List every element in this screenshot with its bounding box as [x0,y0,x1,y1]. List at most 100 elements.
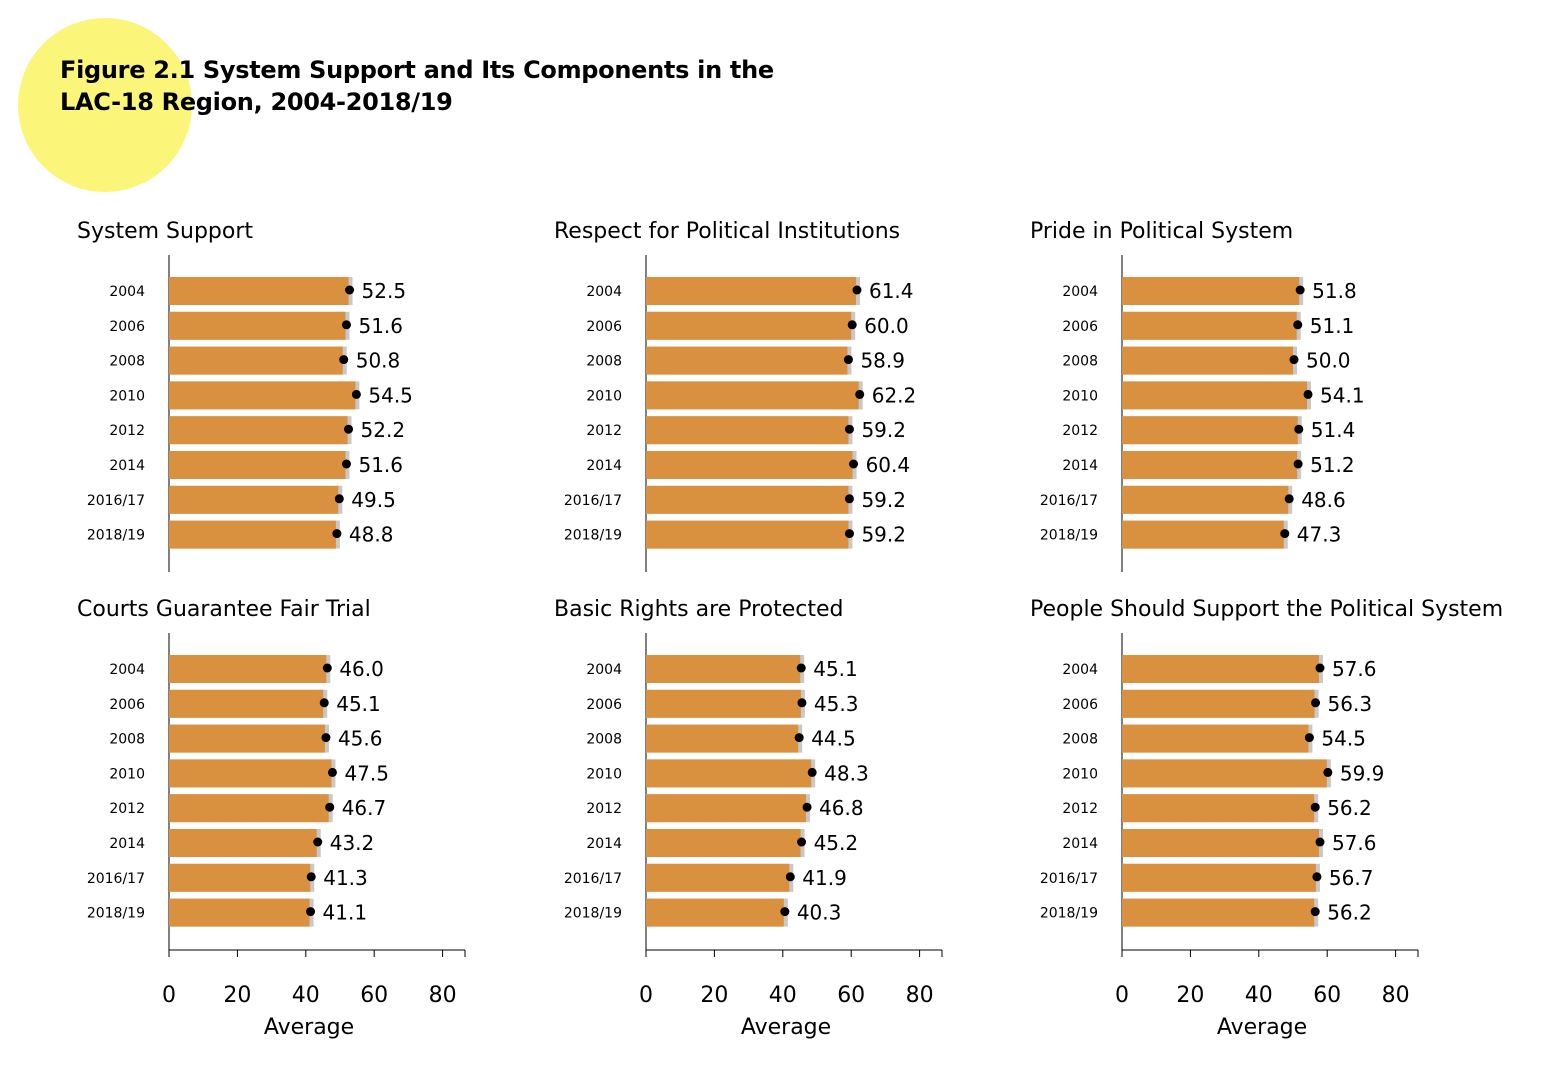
bar [169,381,356,410]
category-label: 2006 [109,697,145,713]
bar [169,451,346,479]
point-estimate-dot [1310,802,1320,812]
category-label: 2012 [109,423,145,439]
data-label: 59.9 [1340,761,1385,785]
category-label: 2008 [586,354,622,370]
point-estimate-dot [341,320,351,330]
point-estimate-dot [797,837,807,847]
category-label: 2004 [1062,284,1098,300]
point-estimate-dot [1311,698,1321,708]
category-label: 2012 [586,423,622,439]
category-label: 2018/19 [87,906,145,922]
point-estimate-dot [319,698,329,708]
point-estimate-dot [1293,459,1303,469]
bar [646,381,859,410]
bar [1122,311,1297,340]
bar [169,485,339,514]
chart-title: Courts Guarantee Fair Trial [77,597,371,622]
category-label: 2010 [586,766,622,782]
x-tick-label: 40 [1245,983,1273,1008]
data-label: 56.2 [1327,901,1372,925]
point-estimate-dot [325,802,335,812]
point-estimate-dot [785,872,795,882]
category-label: 2018/19 [87,528,145,544]
data-label: 48.8 [349,523,394,547]
point-estimate-dot [344,424,354,434]
bar [169,863,311,892]
bar [1122,520,1284,549]
data-label: 51.6 [358,453,403,477]
bar [169,759,332,788]
data-label: 56.2 [1327,796,1372,820]
category-label: 2004 [1062,662,1098,678]
bar [646,311,852,340]
point-estimate-dot [796,663,806,673]
bar [1122,485,1289,514]
chart-panel-5: Basic Rights are Protected 2004 45.1 2006 45… [554,597,943,1040]
point-estimate-dot [807,767,817,777]
bar [169,898,310,927]
data-label: 54.5 [368,383,413,407]
data-label: 57.6 [1332,831,1377,855]
data-label: 45.1 [813,657,858,681]
data-label: 47.5 [344,761,389,785]
bar [1122,759,1327,788]
bar [646,829,801,857]
bar [169,346,343,375]
bar [169,311,346,340]
data-label: 41.1 [323,901,368,925]
data-label: 59.2 [861,488,906,512]
point-estimate-dot [1304,733,1314,743]
chart-title: Pride in Political System [1030,219,1293,244]
x-tick-label: 40 [769,983,797,1008]
data-label: 43.2 [330,831,375,855]
x-tick-label: 60 [360,983,388,1008]
category-label: 2004 [109,662,145,678]
data-label: 45.2 [814,831,859,855]
chart-title: Basic Rights are Protected [554,597,843,622]
bar [646,724,799,753]
category-label: 2016/17 [87,493,145,509]
point-estimate-dot [339,355,349,365]
data-label: 60.0 [864,314,909,338]
point-estimate-dot [321,733,331,743]
point-estimate-dot [332,529,342,539]
bar [169,277,349,305]
category-label: 2014 [586,836,622,852]
data-label: 46.7 [342,796,387,820]
data-label: 62.2 [872,383,917,407]
point-estimate-dot [849,459,859,469]
bar [646,451,853,479]
bar [169,724,325,753]
category-label: 2016/17 [1040,493,1098,509]
point-estimate-dot [1295,285,1305,295]
data-label: 51.2 [1310,453,1355,477]
category-label: 2012 [109,801,145,817]
data-label: 50.0 [1306,349,1351,373]
point-estimate-dot [1310,907,1320,917]
point-estimate-dot [843,355,853,365]
x-tick-label: 0 [162,983,176,1008]
figure-title: Figure 2.1 System Support and Its Compon… [60,54,960,118]
category-label: 2016/17 [1040,871,1098,887]
point-estimate-dot [306,907,316,917]
category-label: 2014 [109,836,145,852]
data-label: 46.0 [339,657,384,681]
category-label: 2014 [1062,836,1098,852]
category-label: 2004 [109,284,145,300]
point-estimate-dot [794,733,804,743]
data-label: 49.5 [351,488,396,512]
data-label: 41.3 [323,866,368,890]
point-estimate-dot [313,837,323,847]
x-tick-label: 60 [837,983,865,1008]
point-estimate-dot [351,389,361,399]
bar [646,898,784,927]
category-label: 2018/19 [564,528,622,544]
category-label: 2004 [586,284,622,300]
x-tick-label: 0 [639,983,653,1008]
category-label: 2018/19 [1040,528,1098,544]
category-label: 2016/17 [87,871,145,887]
data-label: 48.3 [824,761,869,785]
data-label: 46.8 [819,796,864,820]
